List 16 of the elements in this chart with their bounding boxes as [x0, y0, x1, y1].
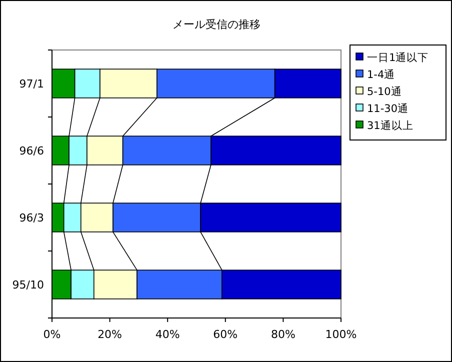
x-tick-label: 100% [325, 328, 357, 341]
legend-label: 5-10通 [367, 85, 402, 98]
legend-label: 1-4通 [367, 68, 396, 81]
y-tick-label: 96/3 [19, 212, 44, 224]
y-tick-label: 97/1 [19, 78, 44, 90]
x-tick-label: 40% [155, 328, 180, 341]
legend-label: 一日1通以下 [367, 51, 429, 64]
x-tick-label: 60% [213, 328, 238, 341]
chart-title: メール受信の推移 [172, 18, 260, 31]
legend-label: 11-30通 [367, 102, 409, 115]
x-tick-label: 0% [43, 328, 61, 341]
legend-label: 31通以上 [367, 119, 414, 132]
x-tick-label: 20% [98, 328, 122, 341]
y-tick-label: 96/6 [19, 144, 44, 158]
x-tick-label: 80% [270, 328, 296, 341]
y-tick-label: 95/10 [12, 278, 44, 292]
